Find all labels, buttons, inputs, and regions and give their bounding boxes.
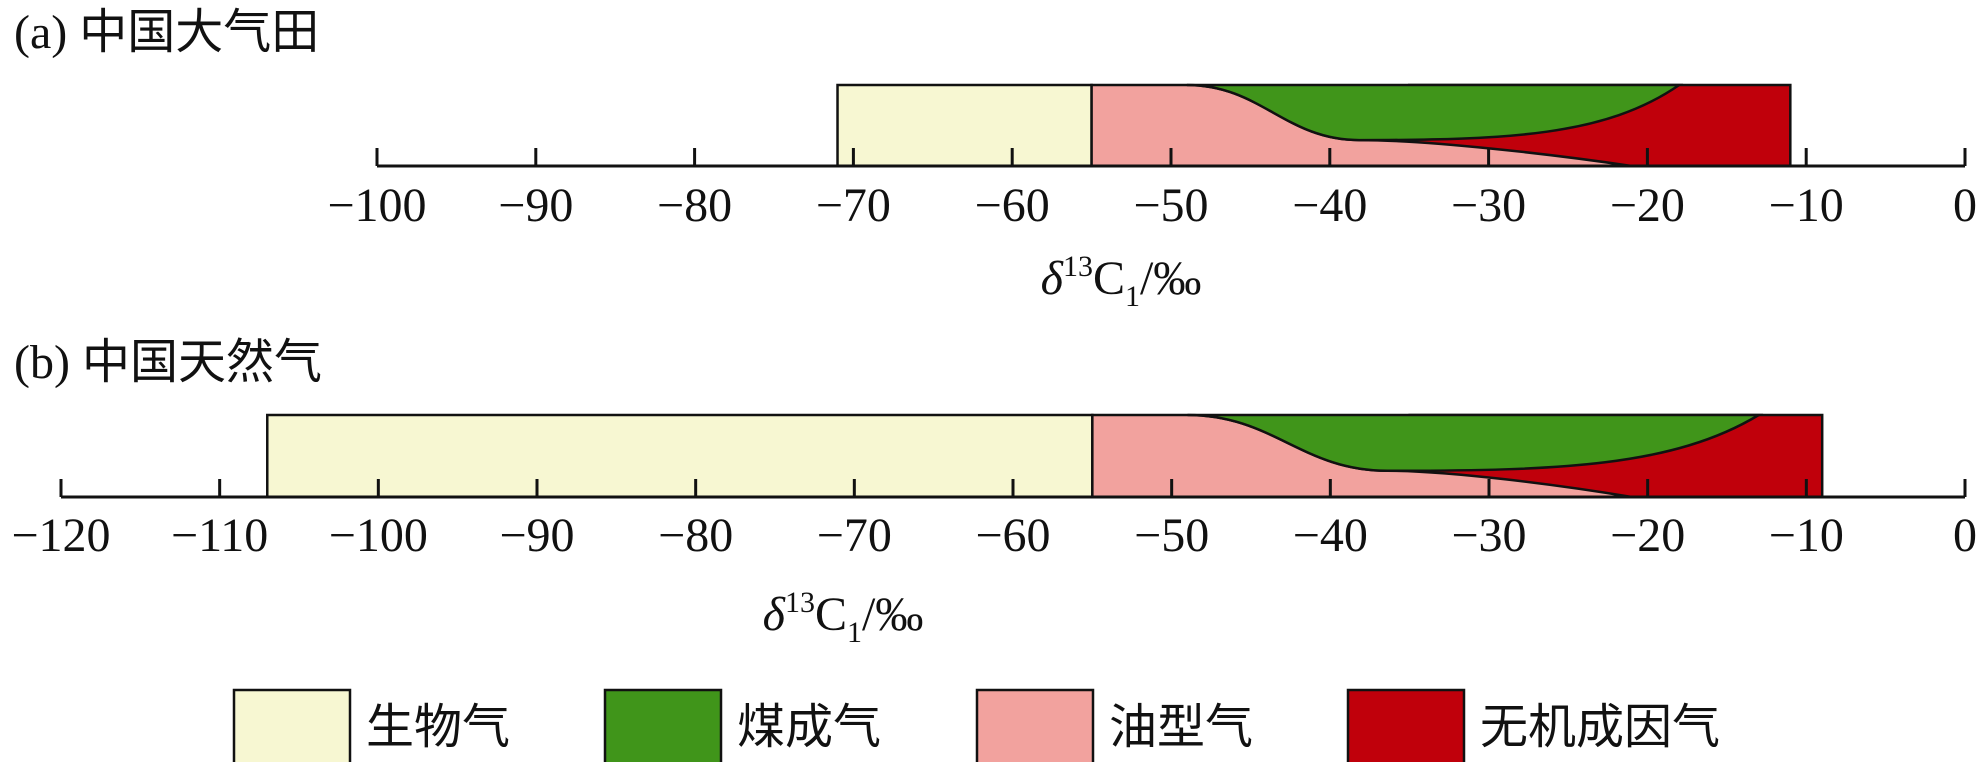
x-axis-label-part: 13 <box>1063 250 1093 283</box>
x-tick-label: −100 <box>329 509 428 562</box>
legend-label: 生物气 <box>366 701 510 754</box>
x-axis-label-part: 13 <box>785 586 815 619</box>
x-tick-label: −20 <box>1610 179 1685 232</box>
x-axis-label: δ13C1/‰ <box>1041 250 1202 313</box>
x-tick-label: 0 <box>1953 509 1977 562</box>
x-axis-label-part: 1 <box>847 616 862 649</box>
range-area <box>266 413 1094 499</box>
x-tick-label: 0 <box>1953 179 1977 232</box>
x-tick-label: −50 <box>1133 179 1208 232</box>
x-tick-label: −30 <box>1451 179 1526 232</box>
x-axis-label-part: /‰ <box>1140 252 1201 305</box>
x-tick-label: −60 <box>975 509 1050 562</box>
x-axis-label: δ13C1/‰ <box>763 586 924 649</box>
x-tick-label: −30 <box>1451 509 1526 562</box>
x-tick-label: −40 <box>1292 179 1367 232</box>
x-tick-label: −10 <box>1769 179 1844 232</box>
x-tick-label: −90 <box>499 509 574 562</box>
x-tick-label: −40 <box>1293 509 1368 562</box>
range-area <box>1187 413 1764 473</box>
legend-label: 无机成因气 <box>1480 701 1720 754</box>
x-tick-label: −60 <box>975 179 1050 232</box>
x-tick-label: −120 <box>11 509 110 562</box>
x-axis-label-part: δ <box>1041 252 1064 305</box>
x-tick-label: −110 <box>171 509 268 562</box>
x-axis-label-part: /‰ <box>862 588 923 641</box>
panel-title: (b) 中国天然气 <box>14 336 322 389</box>
x-tick-label: −50 <box>1134 509 1209 562</box>
x-axis-label-part: 1 <box>1125 280 1140 313</box>
x-tick-label: −20 <box>1610 509 1685 562</box>
range-area <box>1186 83 1684 142</box>
x-tick-label: −70 <box>816 179 891 232</box>
range-area <box>836 83 1093 168</box>
x-tick-label: −70 <box>817 509 892 562</box>
x-axis-label-part: δ <box>763 588 786 641</box>
legend-swatch <box>975 688 1095 762</box>
panel-title: (a) 中国大气田 <box>14 6 319 59</box>
x-tick-label: −80 <box>658 509 733 562</box>
x-tick-label: −90 <box>498 179 573 232</box>
x-axis-label-part: C <box>815 588 847 641</box>
x-tick-label: −10 <box>1769 509 1844 562</box>
legend-swatch <box>232 688 352 762</box>
legend-swatch <box>1346 688 1466 762</box>
legend-swatch <box>603 688 723 762</box>
legend-label: 油型气 <box>1109 701 1253 754</box>
x-axis-label-part: C <box>1093 252 1125 305</box>
legend-label: 煤成气 <box>737 701 881 754</box>
x-tick-label: −100 <box>327 179 426 232</box>
x-tick-label: −80 <box>657 179 732 232</box>
